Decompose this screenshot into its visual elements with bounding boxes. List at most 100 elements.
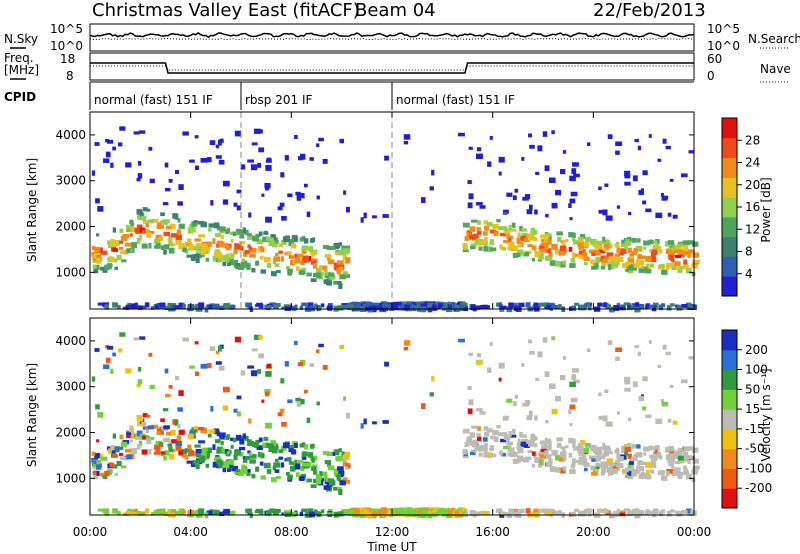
velocity-cell [624, 446, 631, 452]
velocity-cell [414, 511, 422, 517]
velocity-cell [252, 441, 260, 448]
power-cell [100, 250, 108, 255]
power-cell [144, 302, 150, 308]
velocity-cell [234, 336, 241, 343]
power-cell [518, 302, 525, 307]
velocity-cell [175, 445, 182, 451]
velocity-cell [182, 449, 188, 454]
power-cell [263, 231, 269, 235]
velocity-cell [278, 456, 283, 460]
velocity-cell [510, 434, 517, 438]
velocity-cell [189, 365, 195, 369]
power-cell [648, 239, 654, 245]
power-cell [220, 234, 224, 240]
power-cell [660, 192, 664, 197]
nsky-tick-lo: 10^0 [50, 39, 83, 53]
power-cell [511, 222, 516, 227]
power-cell [674, 254, 682, 258]
velocity-cell [517, 438, 521, 445]
velocity-cell [333, 470, 341, 477]
power-cell [545, 213, 549, 218]
velocity-cell [155, 440, 162, 447]
velocity-cell [535, 377, 540, 382]
power-cell [233, 259, 238, 265]
power-cell [265, 216, 272, 223]
power-cell [606, 252, 614, 258]
power-cell [537, 145, 543, 152]
power-cell [334, 243, 340, 250]
velocity-cell [235, 470, 241, 476]
power-cell [340, 304, 348, 309]
velocity-cell [520, 457, 525, 462]
velocity-cell [111, 448, 116, 453]
velocity-cell [326, 452, 333, 457]
power-cell [136, 224, 143, 231]
power-cell [230, 253, 235, 260]
velocity-cell [343, 479, 351, 484]
velocity-cell [544, 371, 550, 378]
power-cell [226, 245, 230, 249]
power-cell [631, 237, 637, 243]
power-cell [431, 169, 435, 176]
velocity-cell [286, 457, 292, 462]
power-cell [306, 272, 312, 277]
velocity-cell [648, 510, 655, 515]
velocity-cell [548, 458, 553, 463]
power-cell [568, 231, 574, 238]
velocity-cell [266, 469, 272, 474]
power-cell [156, 222, 163, 228]
velocity-cell [285, 471, 290, 476]
power-cell [671, 265, 676, 271]
velocity-cell [206, 451, 211, 457]
velocity-cell [336, 486, 342, 491]
velocity-cell [122, 512, 128, 516]
power-cell [93, 268, 99, 274]
power-cell [345, 257, 351, 263]
velocity-cell [559, 451, 567, 458]
cpid-segment-label: rbsp 201 IF [245, 93, 312, 107]
velocity-cell [616, 454, 621, 460]
velocity-cell [233, 470, 238, 474]
velocity-cell [236, 411, 241, 417]
power-cell [499, 305, 507, 310]
power-cell [153, 239, 161, 244]
velocity-cell [539, 450, 547, 455]
power-cell [660, 270, 666, 275]
velocity-cell [213, 509, 220, 515]
power-cell [621, 239, 626, 244]
nsky-tick-hi: 10^5 [50, 22, 83, 36]
velocity-cell [233, 465, 238, 471]
nsky-series-line [89, 31, 695, 39]
velocity-cell [464, 508, 468, 513]
velocity-cell [157, 431, 164, 435]
velocity-cell [258, 335, 263, 340]
velocity-cell [200, 427, 207, 434]
power-cell [296, 195, 302, 201]
velocity-cell [516, 443, 521, 449]
power-cell [625, 268, 630, 272]
velocity-cell [272, 465, 277, 471]
power-cell [265, 237, 272, 242]
velocity-cell [570, 464, 576, 469]
velocity-cell [178, 390, 184, 396]
power-cell [624, 170, 631, 177]
power-cell [658, 304, 664, 311]
power-cell [508, 225, 512, 231]
velocity-cell [534, 415, 538, 421]
power-cell [544, 244, 549, 250]
velocity-cell [360, 512, 367, 516]
power-cell [290, 259, 296, 266]
power-cell [296, 254, 304, 258]
power-cell [382, 214, 389, 218]
velocity-cell [608, 462, 616, 466]
power-cell [316, 143, 320, 148]
velocity-cell [246, 470, 251, 476]
power-cell [398, 301, 402, 306]
velocity-cell [522, 458, 530, 463]
power-cell [507, 246, 513, 251]
velocity-cell [200, 455, 206, 462]
power-cell [125, 162, 132, 168]
velocity-cell [665, 470, 670, 476]
velocity-cell [498, 362, 505, 369]
power-cell [130, 305, 138, 310]
